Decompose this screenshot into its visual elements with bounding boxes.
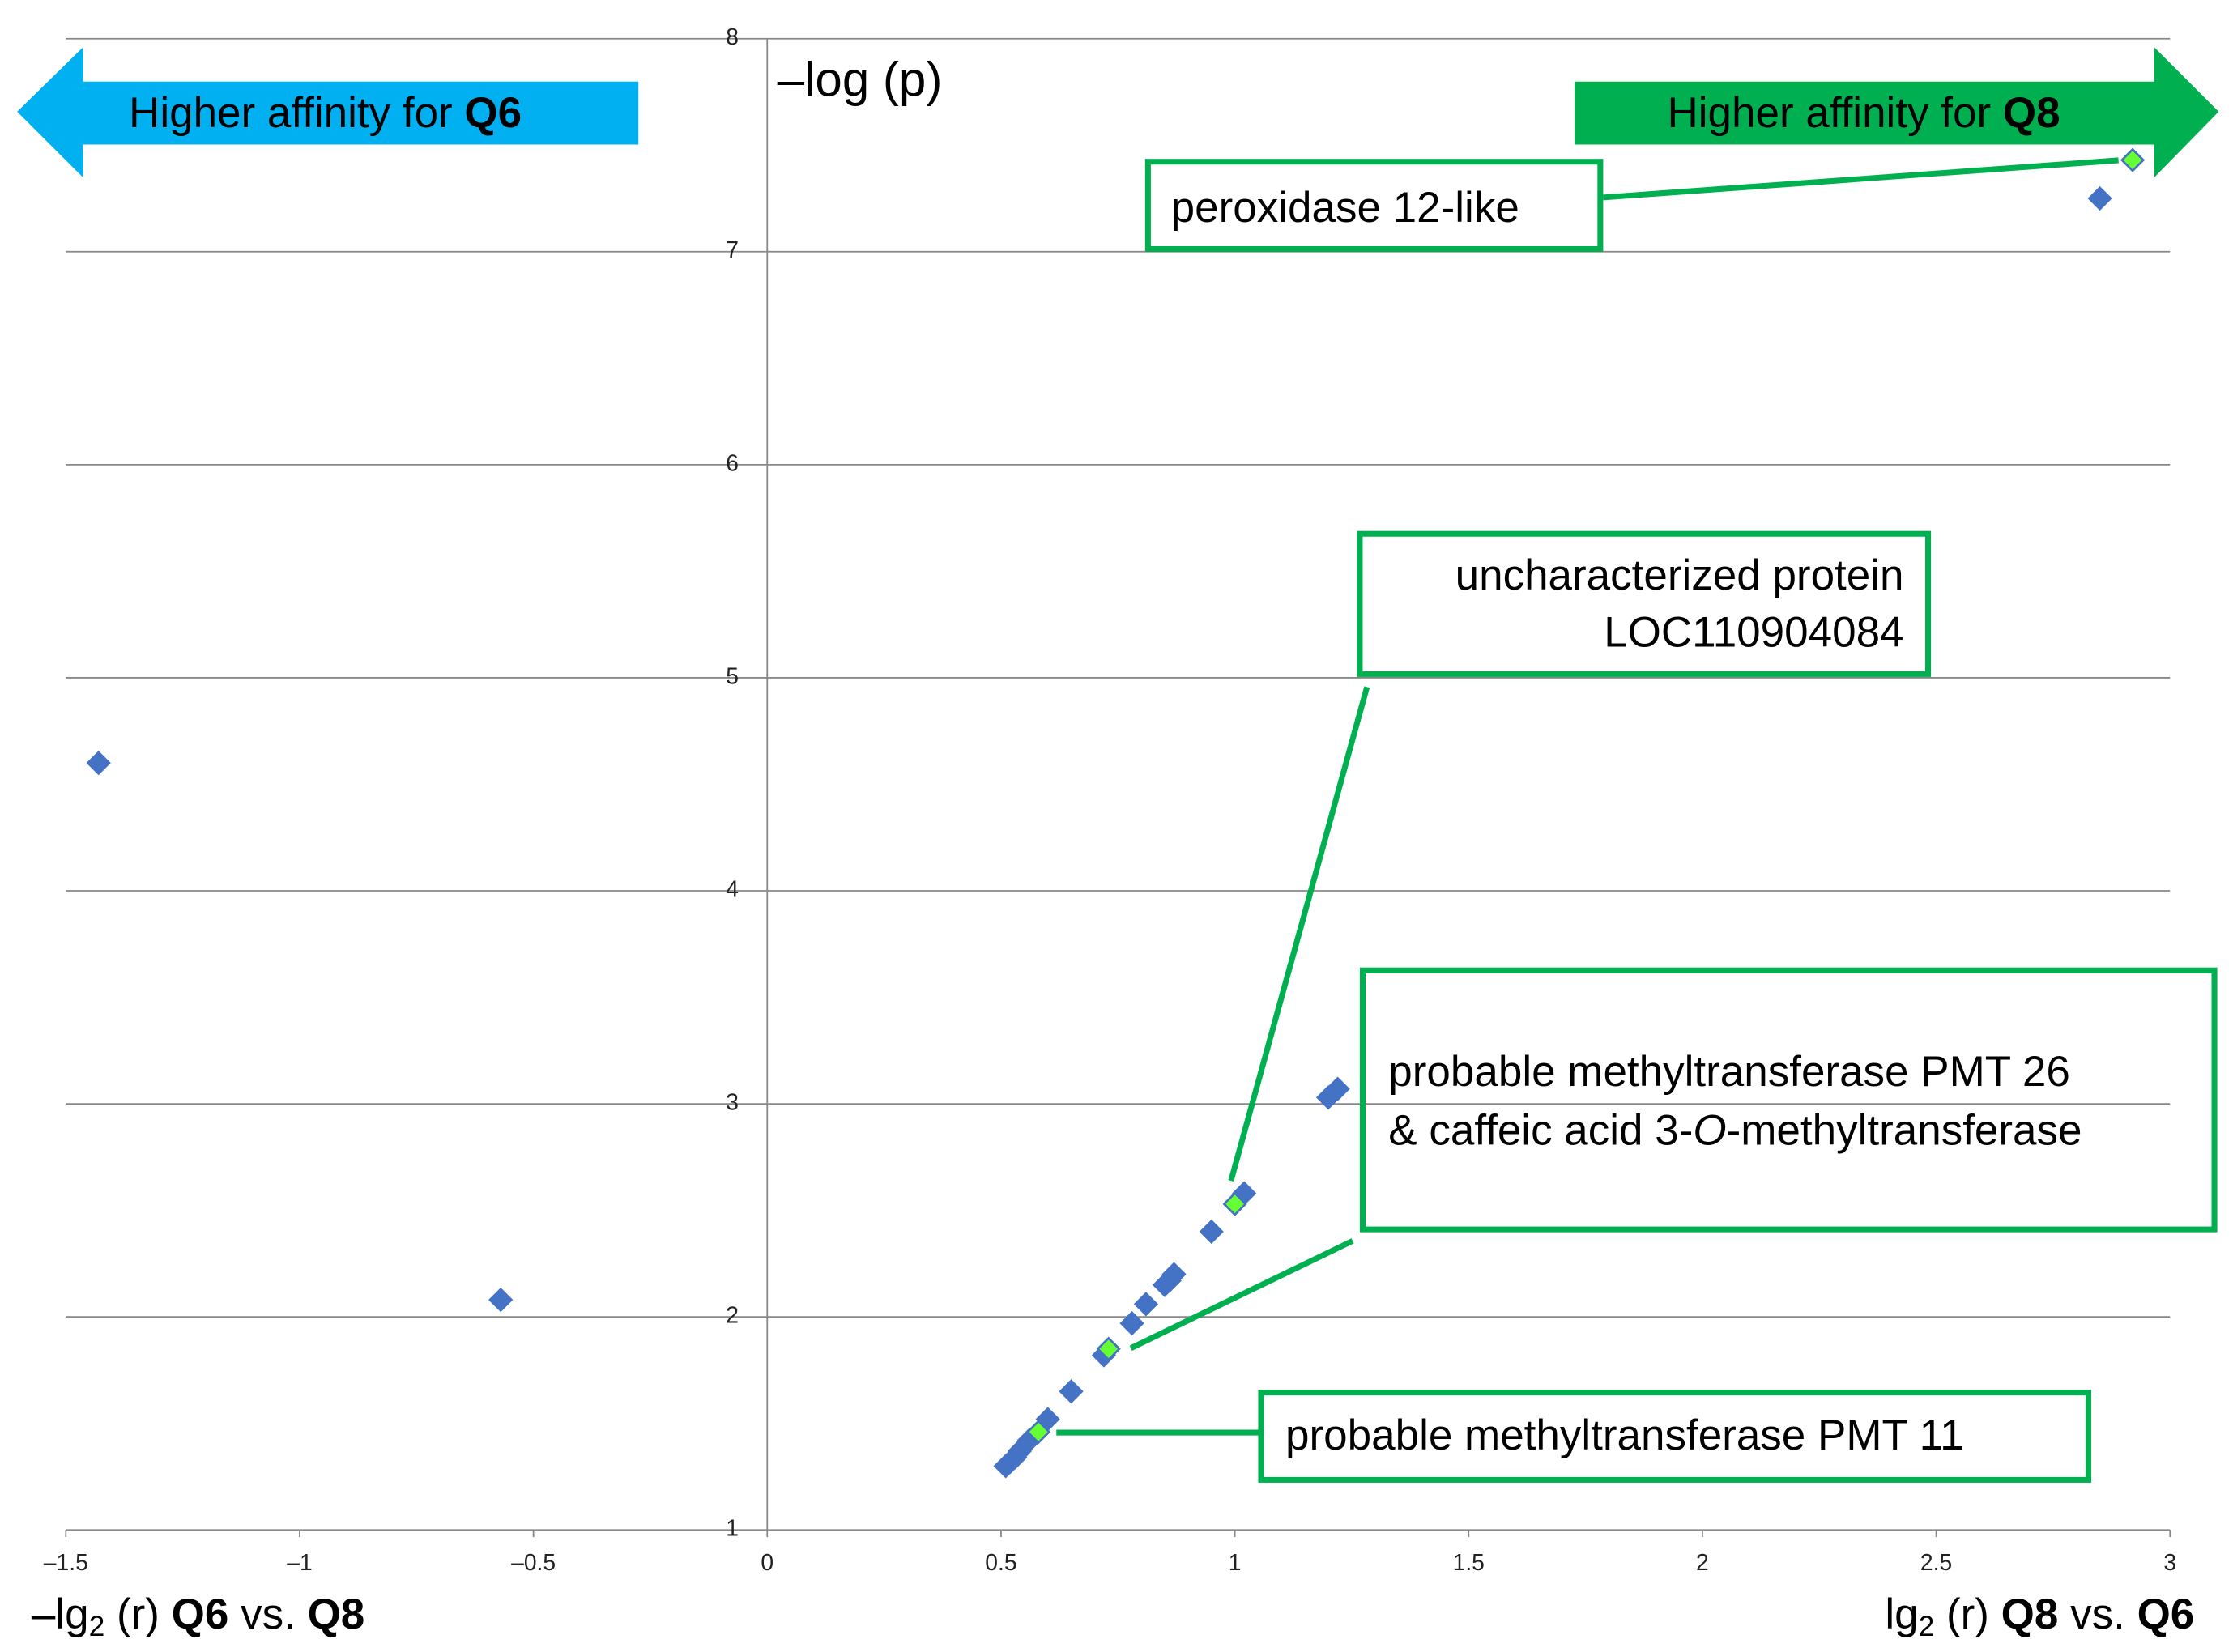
label-part: Q6 (2137, 1590, 2195, 1638)
point (488, 1287, 514, 1313)
annotation-box (1144, 159, 1604, 253)
arrow-label: Higher affinity for Q8 (1667, 89, 2060, 137)
x-tick-label: 0.5 (985, 1549, 1016, 1575)
label-part: Q8 (308, 1590, 365, 1638)
arrow (17, 47, 639, 178)
label-part: (r) (104, 1590, 171, 1638)
arrow-text: Higher affinity for (129, 89, 464, 137)
annotation-text: peroxidase 12-like (1171, 184, 1519, 232)
annotation-text: & caffeic acid 3-O-methyltransferase (1388, 1107, 2082, 1155)
x-tick-label: 1.5 (1453, 1549, 1485, 1575)
x-tick-label: 0 (761, 1549, 773, 1575)
point (993, 1454, 1018, 1479)
y-tick-label: 2 (726, 1302, 739, 1328)
annotation-text: LOC110904084 (1604, 609, 1903, 657)
y-axis-label: –log (p) (778, 52, 943, 106)
annotation-part: probable methyltransferase PMT 11 (1285, 1411, 1964, 1459)
y-tick-label: 8 (726, 23, 739, 49)
connector (1228, 686, 1370, 1182)
y-tick-label: 5 (726, 662, 739, 688)
annotation-text: probable methyltransferase PMT 26 (1388, 1048, 2070, 1096)
point (2087, 185, 2112, 211)
point (1222, 1191, 1247, 1216)
point (1199, 1219, 1224, 1245)
label-part: Q6 (172, 1590, 229, 1638)
connector (1129, 1238, 1354, 1351)
annotation-part: O (1693, 1107, 1726, 1155)
y-tick-label: 6 (726, 449, 739, 475)
arrow-text: Higher affinity for (1667, 89, 2002, 137)
y-tick-label: 1 (726, 1515, 739, 1541)
annotation-part: uncharacterized protein (1455, 551, 1904, 599)
x-tick-label: –1 (287, 1549, 312, 1575)
point (1059, 1379, 1084, 1404)
point (1325, 1076, 1350, 1101)
x-tick-label: 2 (1696, 1549, 1709, 1575)
arrow-text: Q6 (464, 89, 522, 137)
annotation-part: -methyltransferase (1727, 1107, 2082, 1155)
x-axis-label: lg2 (r) Q8 vs. Q6 (1885, 1590, 2194, 1642)
annotation-part: probable methyltransferase PMT 26 (1388, 1048, 2070, 1096)
label-part: lg (1885, 1590, 1918, 1638)
annotation-part: & caffeic acid 3- (1388, 1107, 1693, 1155)
point (1152, 1272, 1178, 1297)
annotations (1056, 157, 2218, 1483)
annotation-box (1359, 967, 2218, 1233)
y-tick-label: 7 (726, 236, 739, 262)
y-tick-label: 4 (726, 875, 739, 901)
arrow-label: Higher affinity for Q6 (129, 89, 522, 137)
label-part: vs. (2058, 1590, 2137, 1638)
label-part: vs. (228, 1590, 307, 1638)
annotation-part: peroxidase 12-like (1171, 184, 1519, 232)
point (1025, 1420, 1051, 1445)
connector (1603, 157, 2119, 201)
arrow-text: Q8 (2003, 89, 2060, 137)
annotation-box (1357, 530, 1932, 677)
arrow (1575, 47, 2219, 178)
annotation-part: LOC110904084 (1604, 609, 1903, 657)
x-tick-label: –1.5 (44, 1549, 88, 1575)
x-axis-label: –lg2 (r) Q6 vs. Q8 (32, 1590, 364, 1642)
annotation-text: probable methyltransferase PMT 11 (1285, 1411, 1964, 1459)
x-tick-label: 1 (1229, 1549, 1242, 1575)
label-part: 2 (1919, 1612, 1935, 1643)
y-tick-label: 3 (726, 1089, 739, 1115)
annotation-text: uncharacterized protein (1455, 551, 1904, 599)
label-part: (r) (1934, 1590, 2001, 1638)
point (1096, 1336, 1121, 1361)
point (1119, 1310, 1144, 1336)
label-part: Q8 (2001, 1590, 2059, 1638)
grid: 1 2 3 4 5 6 7 8 –1.5 –1 –0.5 0 0.5 1 1.5 2 2.5 3 (44, 23, 2176, 1575)
x-tick-label: 3 (2163, 1549, 2176, 1575)
points (86, 147, 2146, 1479)
x-tick-label: –0.5 (511, 1549, 556, 1575)
x-tick-label: 2.5 (1920, 1549, 1952, 1575)
point (86, 751, 111, 776)
point (2120, 147, 2146, 172)
label-part: –lg (32, 1590, 89, 1638)
point (1133, 1292, 1159, 1317)
label-part: 2 (89, 1612, 105, 1643)
annotation-box (1258, 1390, 2092, 1483)
